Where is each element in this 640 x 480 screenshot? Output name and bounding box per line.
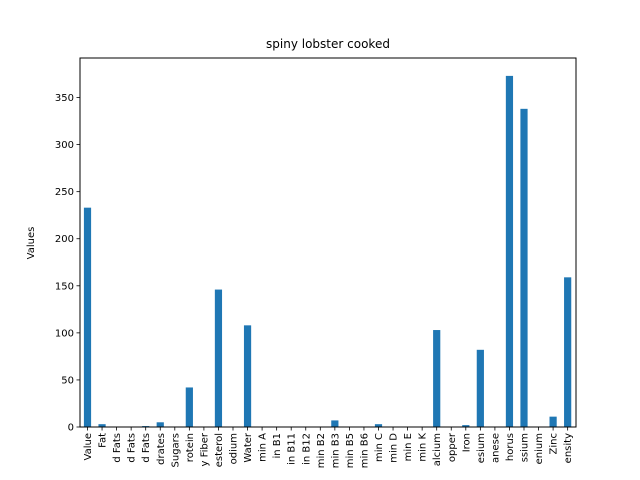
x-tick-label: rotein [185, 433, 196, 462]
bar-30 [520, 108, 528, 427]
x-tick-label: min D [389, 433, 400, 463]
y-tick-label: 250 [55, 187, 74, 198]
bar-0 [83, 207, 92, 427]
x-tick-label: min C [374, 433, 385, 462]
bar-27 [476, 349, 484, 427]
y-tick-label: 350 [55, 93, 74, 104]
x-tick-label: in B12 [301, 433, 312, 465]
x-tick-label: Zinc [549, 433, 560, 454]
bar-9 [214, 289, 223, 427]
x-tick-label: Sugars [170, 433, 181, 467]
bar-32 [549, 416, 557, 427]
bar-17 [331, 420, 339, 427]
chart-title: spiny lobster cooked [266, 37, 390, 51]
bar-1 [98, 424, 106, 427]
bar-11 [243, 325, 252, 427]
bar-29 [505, 75, 514, 427]
y-tick-label: 200 [55, 234, 74, 245]
x-tick-label: min B3 [330, 433, 341, 468]
y-axis-label: Values [26, 227, 37, 260]
x-tick-label: drates [156, 433, 167, 465]
x-tick-label: min K [418, 433, 429, 462]
y-tick-label: 300 [55, 140, 74, 151]
x-tick-label: ssium [520, 433, 531, 462]
bars-group [83, 75, 572, 427]
x-tick-label: anese [490, 433, 501, 463]
x-tick-label: min A [258, 433, 269, 462]
y-ticks-group: 0 50 100 150 200 250 300 350 [55, 93, 80, 434]
x-tick-label: esterol [214, 433, 225, 467]
x-tick-label: in B11 [287, 433, 298, 465]
bar-26 [462, 425, 470, 427]
bar-20 [374, 424, 383, 427]
bar-5 [156, 422, 164, 427]
x-tick-label: min E [403, 433, 414, 461]
x-tick-label: min B2 [316, 433, 327, 468]
x-tick-label: Water [243, 432, 254, 462]
x-tick-label: y Fiber [199, 432, 210, 466]
x-tick-label: odium [229, 433, 240, 464]
x-tick-label: Fat [98, 433, 109, 448]
y-tick-label: 50 [61, 375, 74, 386]
x-tick-label: esium [476, 433, 487, 463]
x-tick-label: d Fats [112, 433, 123, 463]
x-tick-label: in B1 [272, 433, 283, 459]
x-tick-label: enium [534, 433, 545, 464]
y-tick-label: 0 [68, 423, 74, 434]
x-tick-label: opper [447, 432, 458, 462]
bar-24 [433, 330, 441, 427]
x-ticks-group: Value Fat d Fats d Fats d Fats drates Sugars ro… [83, 427, 574, 468]
x-tick-label: horus [505, 433, 516, 461]
x-tick-label: d Fats [141, 433, 152, 463]
x-tick-label: min B6 [359, 433, 370, 468]
y-tick-label: 150 [55, 281, 74, 292]
plot-frame [79, 57, 577, 428]
x-tick-label: alcium [432, 433, 443, 466]
bar-33 [564, 277, 572, 427]
x-tick-label: min B5 [345, 433, 356, 468]
x-tick-label: Iron [461, 433, 472, 452]
x-tick-label: Value [83, 433, 94, 460]
y-tick-label: 100 [55, 328, 74, 339]
x-tick-label: d Fats [127, 433, 138, 463]
bar-7 [185, 387, 193, 427]
x-tick-label: ensity [563, 433, 574, 463]
